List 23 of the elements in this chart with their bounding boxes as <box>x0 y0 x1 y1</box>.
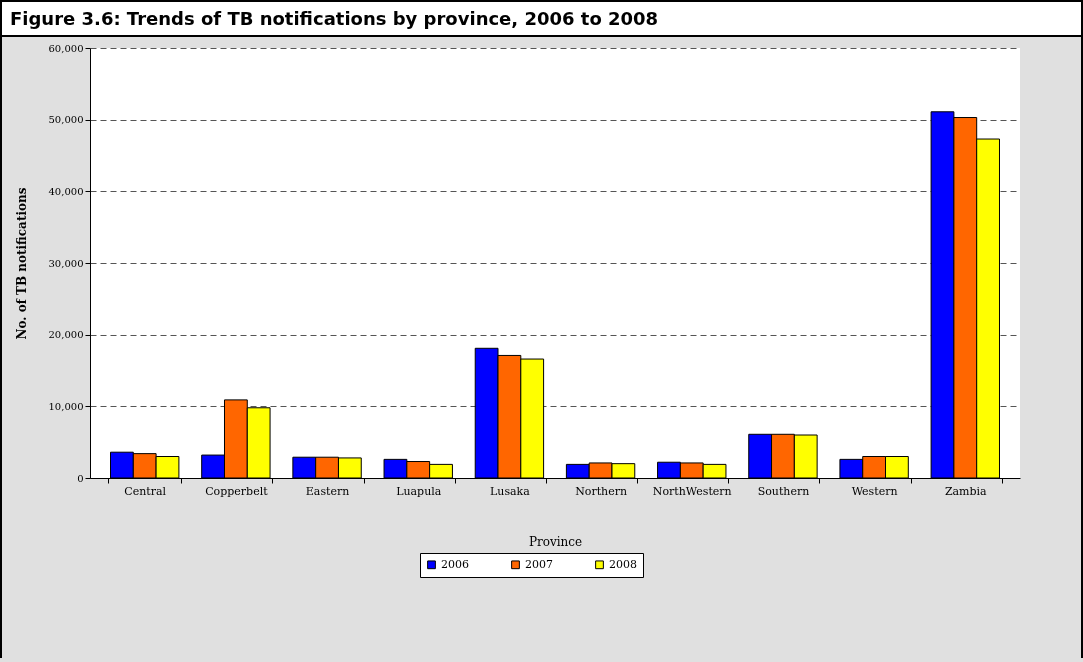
y-axis-title: No. of TB notifications <box>14 187 29 340</box>
x-tick-label: Luapula <box>396 484 442 498</box>
y-tick-label: 30,000 <box>48 257 84 269</box>
x-tick-label: Copperbelt <box>205 484 269 498</box>
y-tick-label: 20,000 <box>48 329 84 341</box>
x-tick-label: Lusaka <box>490 484 531 498</box>
x-tick-label: Western <box>851 484 898 498</box>
x-tick-label: Northern <box>575 484 628 498</box>
x-axis-title: Province <box>528 534 583 549</box>
legend-label: 2007 <box>525 557 553 571</box>
legend-label: 2006 <box>441 557 469 571</box>
x-tick-label: NorthWestern <box>652 484 732 498</box>
y-tick-label: 0 <box>77 472 84 484</box>
y-tick-label: 40,000 <box>48 185 84 197</box>
x-tick-label: Eastern <box>305 484 350 498</box>
y-tick-label: 50,000 <box>48 114 84 126</box>
x-tick-label: Southern <box>757 484 810 498</box>
y-tick-label: 10,000 <box>48 400 84 412</box>
y-tick-label: 60,000 <box>48 42 84 54</box>
legend-label: 2008 <box>609 557 637 571</box>
x-tick-label: Zambia <box>944 484 988 498</box>
chart-title: Figure 3.6: Trends of TB notifications by province, 2006 to 2008 <box>2 0 1081 37</box>
x-tick-label: Central <box>124 484 167 498</box>
